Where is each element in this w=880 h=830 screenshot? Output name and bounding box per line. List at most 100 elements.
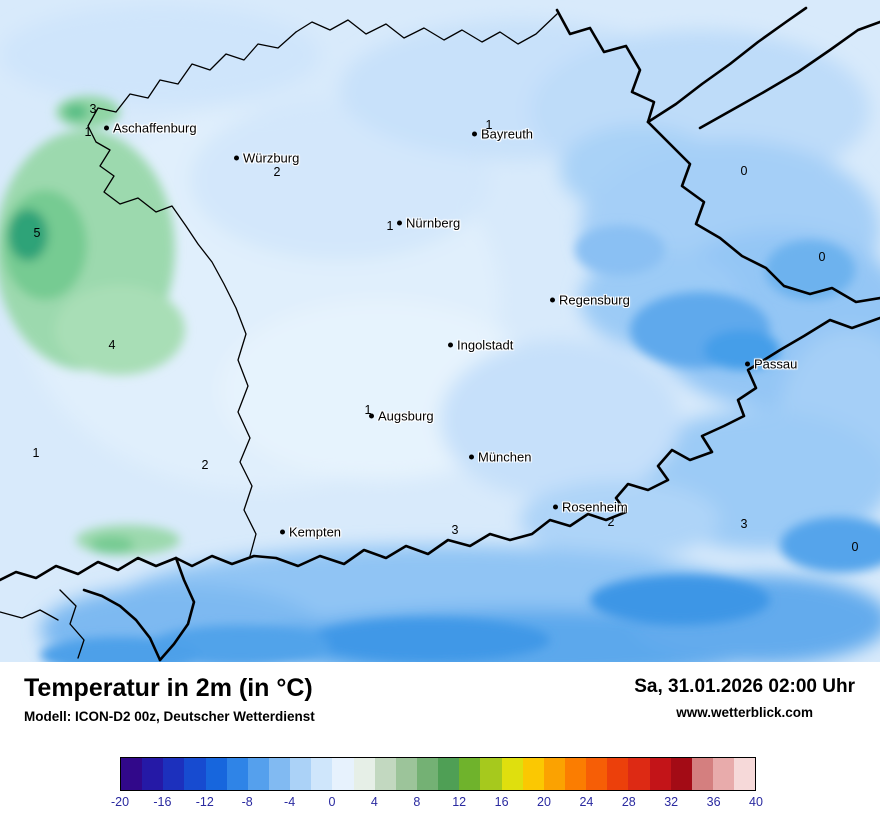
- temperature-value: 2: [201, 458, 209, 472]
- legend-cell: [416, 758, 439, 790]
- city-name: Ingolstadt: [457, 337, 514, 353]
- legend-cell: [712, 758, 735, 790]
- legend-cell: [691, 758, 713, 790]
- legend-tick: -12: [195, 795, 214, 809]
- temperature-value: 0: [740, 164, 748, 178]
- legend-cell: [142, 758, 164, 790]
- city-name: München: [478, 449, 532, 465]
- temperature-value: 1: [485, 118, 493, 132]
- city-name: Regensburg: [559, 292, 630, 308]
- city-label-bayreuth: Bayreuth: [472, 127, 533, 142]
- city-dot: [369, 413, 374, 419]
- temperature-value: 2: [607, 515, 615, 529]
- city-label-mnchen: München: [469, 450, 531, 465]
- city-dot: [745, 361, 750, 367]
- temperature-value: 3: [89, 102, 97, 116]
- legend-tick: -20: [110, 795, 130, 809]
- legend-cell: [184, 758, 206, 790]
- map-labels-overlay: Aschaffenburg Würzburg Bayreuth Nürnberg Reg…: [32, 102, 859, 554]
- temperature-value: 0: [818, 250, 826, 264]
- city-name: Rosenheim: [562, 499, 628, 515]
- city-label-nrnberg: Nürnberg: [397, 216, 460, 231]
- temperature-value: 1: [84, 125, 92, 139]
- legend-cell: [607, 758, 629, 790]
- city-label-rosenheim: Rosenheim: [553, 500, 628, 515]
- legend-cell: [564, 758, 587, 790]
- legend-cell: [480, 758, 502, 790]
- legend-cell: [649, 758, 671, 790]
- datetime-block: Sa, 31.01.2026 02:00 Uhr www.wetterblick…: [634, 676, 855, 720]
- city-dot: [448, 342, 453, 348]
- legend-tick: 36: [706, 795, 721, 809]
- legend-cell: [522, 758, 544, 790]
- temperature-value: 0: [851, 540, 859, 554]
- city-dot: [469, 454, 474, 460]
- legend-cell: [459, 758, 481, 790]
- city-name: Passau: [754, 356, 798, 372]
- weather-map: Aschaffenburg Würzburg Bayreuth Nürnberg Reg…: [0, 0, 880, 662]
- legend-tick: 20: [537, 795, 551, 809]
- legend-cell: [205, 758, 227, 790]
- city-name: Kempten: [289, 524, 342, 540]
- city-label-augsburg: Augsburg: [369, 409, 434, 424]
- national-borders: [0, 6, 880, 662]
- legend-ticks: -20 -16 -12 -8 -4 0 4 8 12 16 20 24 28 32 36 40: [111, 795, 763, 813]
- temperature-shading-detail: [0, 96, 880, 662]
- legend-cell: [311, 758, 333, 790]
- city-name: Würzburg: [243, 150, 300, 166]
- legend-cell: [628, 758, 650, 790]
- city-name: Bayreuth: [481, 126, 534, 142]
- city-dot: [234, 155, 239, 161]
- legend-bar: [120, 757, 756, 791]
- legend-cell: [374, 758, 396, 790]
- legend-cell: [353, 758, 375, 790]
- legend-cell: [268, 758, 291, 790]
- temperature-value: 2: [273, 165, 281, 179]
- temperature-field-map: [0, 5, 880, 662]
- legend-tick: -16: [153, 795, 172, 809]
- city-dot: [550, 297, 555, 303]
- city-label-regensburg: Regensburg: [550, 293, 630, 308]
- legend-tick: -4: [284, 795, 296, 809]
- temperature-value: 1: [364, 403, 372, 417]
- legend-tick: 24: [579, 795, 594, 809]
- legend-cell: [332, 758, 354, 790]
- temperature-value: 4: [108, 338, 116, 352]
- city-name: Aschaffenburg: [113, 120, 197, 136]
- legend-cell: [670, 758, 692, 790]
- state-borders: [0, 13, 558, 659]
- model-info: Modell: ICON-D2 00z, Deutscher Wetterdie…: [24, 709, 315, 724]
- city-name: Augsburg: [378, 408, 434, 424]
- city-dot: [553, 504, 558, 510]
- city-dot: [104, 125, 109, 131]
- legend-cell: [438, 758, 460, 790]
- legend-cell: [501, 758, 523, 790]
- legend-tick: 32: [664, 795, 679, 809]
- temperature-value: 1: [32, 446, 40, 460]
- website-url: www.wetterblick.com: [676, 705, 814, 720]
- legend-cell: [163, 758, 185, 790]
- legend-tick: 28: [621, 795, 636, 809]
- legend-tick: 4: [370, 795, 378, 809]
- city-dot: [397, 220, 402, 226]
- legend-cell: [395, 758, 417, 790]
- legend-tick: 16: [494, 795, 509, 809]
- city-label-ingolstadt: Ingolstadt: [448, 338, 513, 353]
- legend-tick: 40: [749, 795, 763, 809]
- city-dot: [472, 131, 477, 137]
- legend-cell: [586, 758, 608, 790]
- temperature-value: 5: [33, 226, 41, 240]
- legend-cell: [247, 758, 269, 790]
- temperature-value: 3: [451, 523, 459, 537]
- temperature-value: 1: [386, 219, 394, 233]
- city-label-aschaffenburg: Aschaffenburg: [104, 121, 197, 136]
- legend-cell: [543, 758, 565, 790]
- city-label-wrzburg: Würzburg: [234, 151, 299, 166]
- legend-tick: 0: [328, 795, 336, 809]
- temperature-value: 3: [740, 517, 748, 531]
- legend-tick: 8: [413, 795, 421, 809]
- map-footer: Temperatur in 2m (in °C) Modell: ICON-D2…: [0, 662, 880, 830]
- city-name: Nürnberg: [406, 215, 461, 231]
- legend-cell: [290, 758, 312, 790]
- legend-cell: [734, 758, 756, 790]
